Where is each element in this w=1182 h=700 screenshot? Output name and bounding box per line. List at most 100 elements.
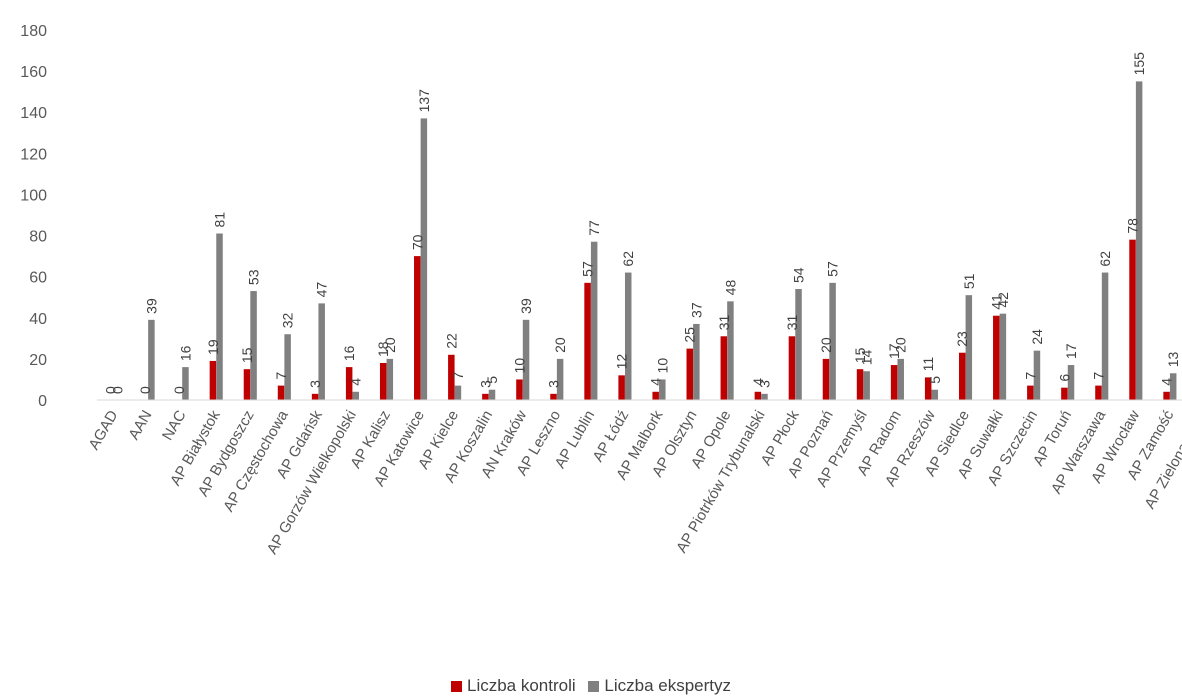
bar-ekspertyzy (284, 334, 291, 400)
bar-kontrole (482, 393, 489, 400)
data-label: 22 (443, 333, 459, 349)
data-label: 15 (239, 347, 255, 363)
data-label: 19 (205, 339, 221, 355)
data-label: 77 (586, 220, 602, 236)
bar-ekspertyzy (1169, 373, 1177, 400)
data-label: 16 (177, 345, 193, 361)
bar-kontrole (379, 363, 387, 400)
bar-ekspertyzy (454, 385, 462, 400)
bar-ekspertyzy (1067, 365, 1075, 400)
bar-ekspertyzy (216, 233, 223, 400)
bar-kontrole (584, 282, 591, 400)
y-axis: 0 20 40 60 80 100 120 140 160 180 (20, 23, 47, 410)
data-label: 137 (416, 89, 432, 113)
bar-kontrole (856, 369, 864, 400)
bar-ekspertyzy (863, 371, 870, 400)
bar-kontrole (686, 348, 693, 400)
y-tick-label: 0 (38, 393, 47, 410)
data-label: 37 (688, 302, 704, 318)
data-label: 5 (927, 376, 943, 384)
y-tick-label: 60 (29, 270, 47, 287)
bar-kontrole (788, 336, 796, 400)
data-label: 41 (988, 294, 1004, 310)
bar-kontrole (618, 375, 625, 400)
bar-ekspertyzy (420, 118, 428, 400)
y-tick-label: 80 (29, 229, 47, 246)
data-label: 39 (143, 298, 159, 314)
bar-kontrole (1163, 391, 1170, 400)
data-label: 20 (382, 337, 398, 353)
data-label: 4 (1159, 378, 1175, 386)
data-label: 20 (893, 337, 909, 353)
data-label: 14 (859, 349, 875, 365)
bar-ekspertyzy (318, 303, 325, 400)
bar-kontrole (345, 367, 353, 400)
data-label: 57 (580, 261, 596, 277)
data-label: 62 (620, 251, 636, 267)
data-label: 31 (784, 314, 800, 330)
bar-ekspertyzy (352, 391, 359, 400)
data-label: 17 (1063, 343, 1079, 359)
data-label: 62 (1097, 251, 1113, 267)
legend-item-ekspertyzy: Liczba ekspertyz (588, 676, 731, 696)
bar-kontrole (1129, 239, 1136, 400)
y-tick-label: 140 (20, 105, 47, 122)
data-label: 3 (546, 380, 562, 388)
bar-ekspertyzy (897, 358, 904, 400)
bar-kontrole (993, 315, 1000, 400)
bar-ekspertyzy (522, 319, 530, 400)
y-tick-label: 40 (29, 311, 47, 328)
bar-kontrole (652, 391, 659, 400)
bar-kontrole (1027, 385, 1034, 400)
bar-kontrole (209, 360, 217, 400)
bar-ekspertyzy (931, 389, 939, 400)
bar-ekspertyzy (727, 301, 734, 400)
data-label: 51 (961, 273, 977, 289)
bar-ekspertyzy (1135, 81, 1143, 400)
data-label: 32 (280, 312, 296, 328)
data-label: 7 (1022, 372, 1038, 380)
bar-ekspertyzy (182, 367, 189, 400)
data-label: 10 (511, 358, 527, 374)
data-label: 23 (954, 331, 970, 347)
bar-kontrole (448, 354, 455, 400)
x-tick-label: NAC (159, 407, 190, 443)
data-label: 3 (756, 380, 772, 388)
data-label: 12 (614, 354, 630, 370)
bar-kontrole (277, 385, 285, 400)
bar-kontrole (414, 256, 421, 400)
bar-kontrole (311, 393, 319, 400)
bar-ekspertyzy (624, 272, 632, 400)
bar-ekspertyzy (965, 295, 973, 400)
data-label: 3 (477, 380, 493, 388)
data-label: 4 (348, 378, 364, 386)
bar-kontrole (1061, 387, 1068, 400)
bar-ekspertyzy (829, 282, 836, 400)
legend-swatch-kontrole (450, 680, 462, 692)
x-tick-label: AAN (125, 408, 155, 443)
legend-swatch-ekspertyzy (588, 680, 600, 692)
bar-ekspertyzy (659, 379, 666, 400)
y-tick-label: 20 (29, 352, 47, 369)
data-label: 20 (552, 337, 568, 353)
bar-kontrole (822, 358, 830, 400)
bar-kontrole (958, 352, 966, 400)
bar-ekspertyzy (693, 323, 700, 400)
data-label: 15 (852, 347, 868, 363)
data-label: 39 (518, 298, 534, 314)
data-label: 20 (818, 337, 834, 353)
bar-ekspertyzy (795, 289, 802, 400)
bar-ekspertyzy (999, 313, 1007, 400)
data-label: 3 (307, 380, 323, 388)
y-tick-label: 180 (20, 23, 47, 40)
data-label: 13 (1165, 351, 1181, 367)
data-label: 57 (825, 261, 841, 277)
data-label: 0 (103, 386, 119, 394)
bar-kontrole (720, 336, 728, 400)
data-label: 11 (920, 357, 936, 372)
bar-ekspertyzy (1101, 272, 1109, 400)
bar-ekspertyzy (590, 241, 598, 400)
data-label: 47 (314, 282, 330, 298)
